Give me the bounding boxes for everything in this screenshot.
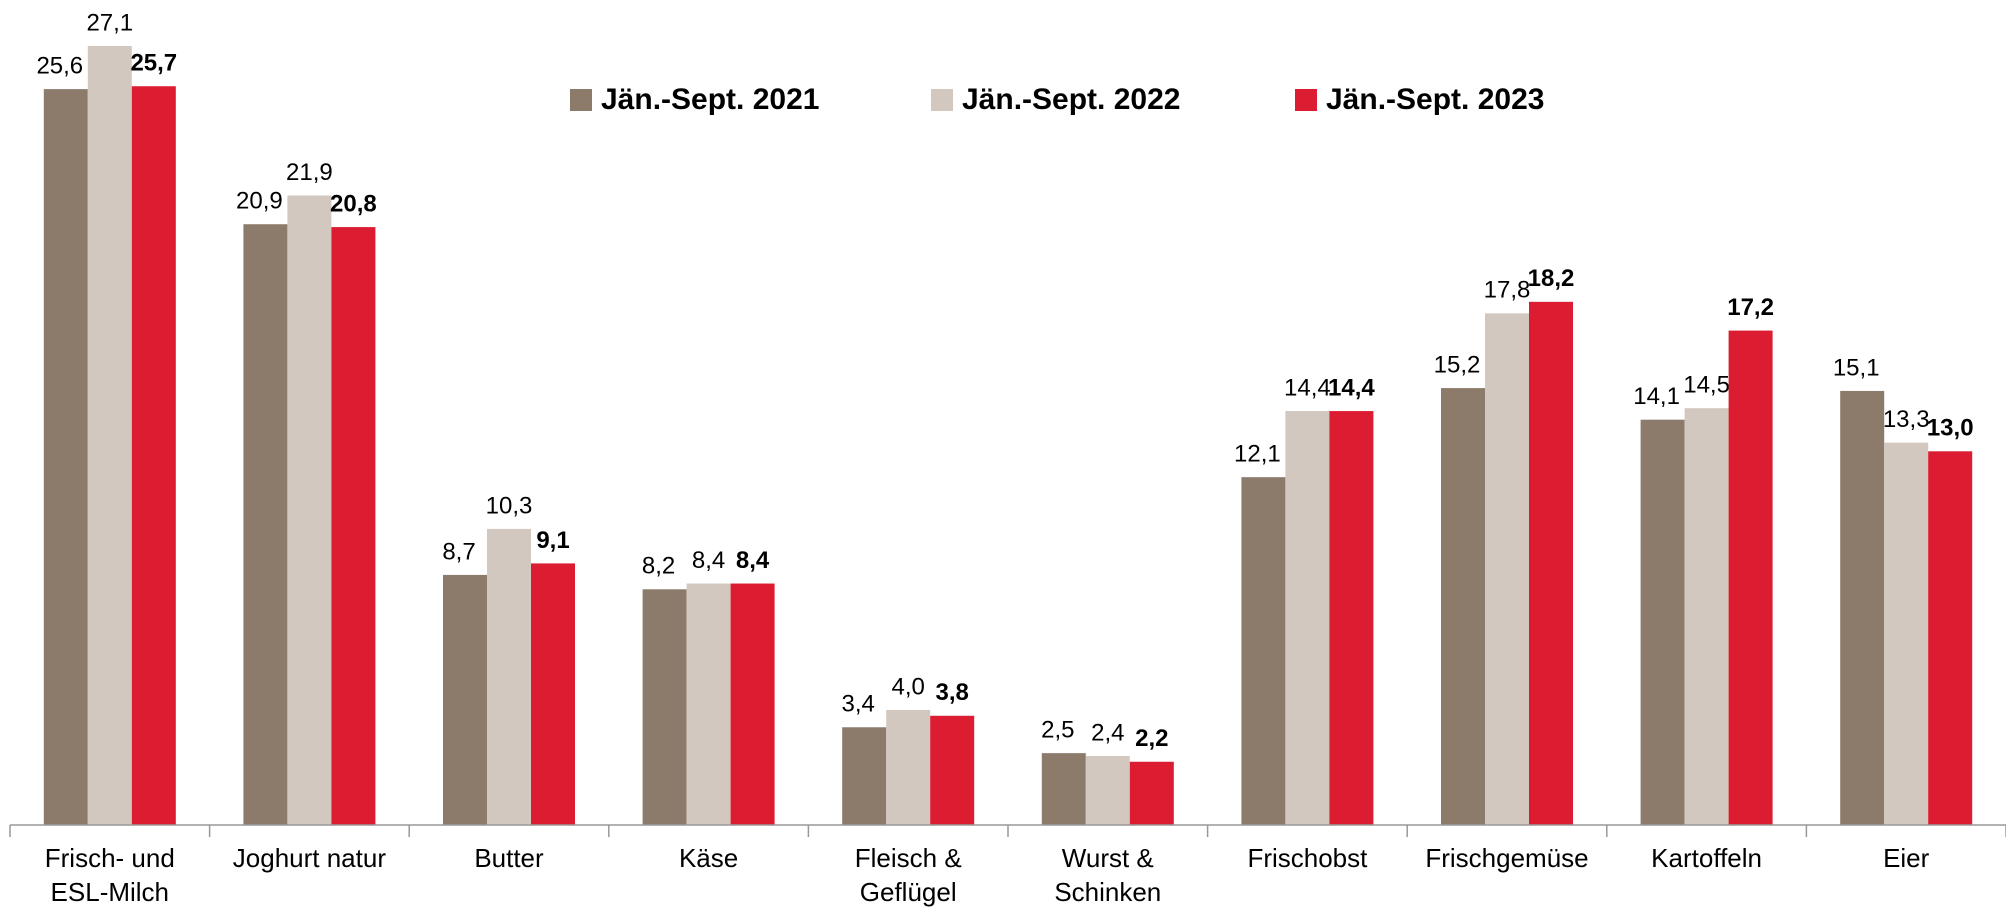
- value-label: 18,2: [1528, 265, 1575, 292]
- x-tick-label: Butter: [474, 843, 544, 873]
- value-label: 15,1: [1833, 354, 1880, 381]
- bar: [531, 563, 575, 825]
- bar: [1129, 761, 1174, 825]
- bar: [243, 224, 288, 825]
- legend-swatch: [1295, 89, 1317, 111]
- value-label: 13,0: [1927, 415, 1974, 442]
- bar: [1529, 301, 1573, 826]
- bar: [642, 589, 687, 825]
- x-tick-label: Frischgemüse: [1425, 843, 1588, 873]
- value-label: 8,2: [642, 553, 675, 580]
- x-tick-label: Frischobst: [1247, 843, 1368, 873]
- value-label: 10,3: [486, 492, 533, 519]
- bar: [1684, 408, 1729, 825]
- x-tick-label: ESL-Milch: [51, 877, 169, 907]
- bar: [1241, 477, 1286, 825]
- x-tick-label: Fleisch &: [855, 843, 962, 873]
- value-label: 21,9: [286, 159, 333, 186]
- bar: [930, 715, 975, 825]
- value-label: 17,2: [1727, 294, 1774, 321]
- value-label: 2,5: [1041, 716, 1074, 743]
- bar: [443, 574, 487, 825]
- bar: [331, 227, 376, 826]
- bar: [131, 86, 176, 825]
- value-label: 14,4: [1284, 374, 1331, 401]
- bar: [730, 583, 775, 825]
- value-label: 8,7: [442, 538, 475, 565]
- legend-swatch: [570, 89, 592, 111]
- bar: [1441, 388, 1485, 825]
- bar: [1285, 411, 1330, 825]
- value-label: 3,8: [936, 679, 969, 706]
- bar: [1840, 390, 1885, 825]
- bar: [1485, 313, 1529, 825]
- value-label: 20,9: [236, 188, 283, 215]
- x-tick-label: Eier: [1883, 843, 1930, 873]
- value-label: 4,0: [892, 673, 925, 700]
- bar: [43, 89, 88, 825]
- x-tick-label: Kartoffeln: [1651, 843, 1762, 873]
- bar: [1085, 756, 1130, 825]
- x-tick-label: Geflügel: [860, 877, 957, 907]
- bar: [1329, 411, 1374, 825]
- x-tick-label: Joghurt natur: [233, 843, 387, 873]
- bar: [686, 583, 731, 825]
- bar: [1884, 442, 1929, 825]
- bar: [1041, 753, 1086, 825]
- x-tick-label: Frisch- und: [45, 843, 175, 873]
- legend-label: Jän.-Sept. 2021: [601, 83, 819, 116]
- value-label: 17,8: [1484, 277, 1531, 304]
- bar: [1928, 451, 1973, 825]
- value-label: 14,5: [1683, 372, 1730, 399]
- value-label: 8,4: [692, 547, 725, 574]
- legend-label: Jän.-Sept. 2022: [962, 83, 1180, 116]
- legend-label: Jän.-Sept. 2023: [1326, 83, 1544, 116]
- bar: [87, 45, 132, 825]
- legend-swatch: [931, 89, 953, 111]
- value-label: 13,3: [1883, 406, 1930, 433]
- bar: [1728, 330, 1773, 825]
- value-label: 25,7: [130, 50, 177, 77]
- value-label: 2,4: [1091, 719, 1124, 746]
- value-label: 14,1: [1633, 383, 1680, 410]
- value-label: 8,4: [736, 547, 770, 574]
- value-label: 27,1: [86, 9, 133, 36]
- value-label: 20,8: [330, 190, 377, 217]
- value-label: 2,2: [1135, 725, 1168, 752]
- bar: [886, 710, 931, 825]
- x-tick-label: Käse: [679, 843, 738, 873]
- value-label: 15,2: [1434, 351, 1481, 378]
- bar: [1640, 419, 1685, 825]
- x-tick-label: Wurst &: [1062, 843, 1154, 873]
- value-label: 3,4: [842, 691, 875, 718]
- value-label: 9,1: [536, 527, 569, 554]
- value-label: 12,1: [1234, 441, 1281, 468]
- bar: [287, 195, 332, 825]
- value-label: 25,6: [36, 52, 83, 79]
- x-tick-label: Schinken: [1054, 877, 1161, 907]
- bar: [842, 727, 887, 825]
- bar: [487, 528, 531, 825]
- value-label: 14,4: [1328, 374, 1375, 401]
